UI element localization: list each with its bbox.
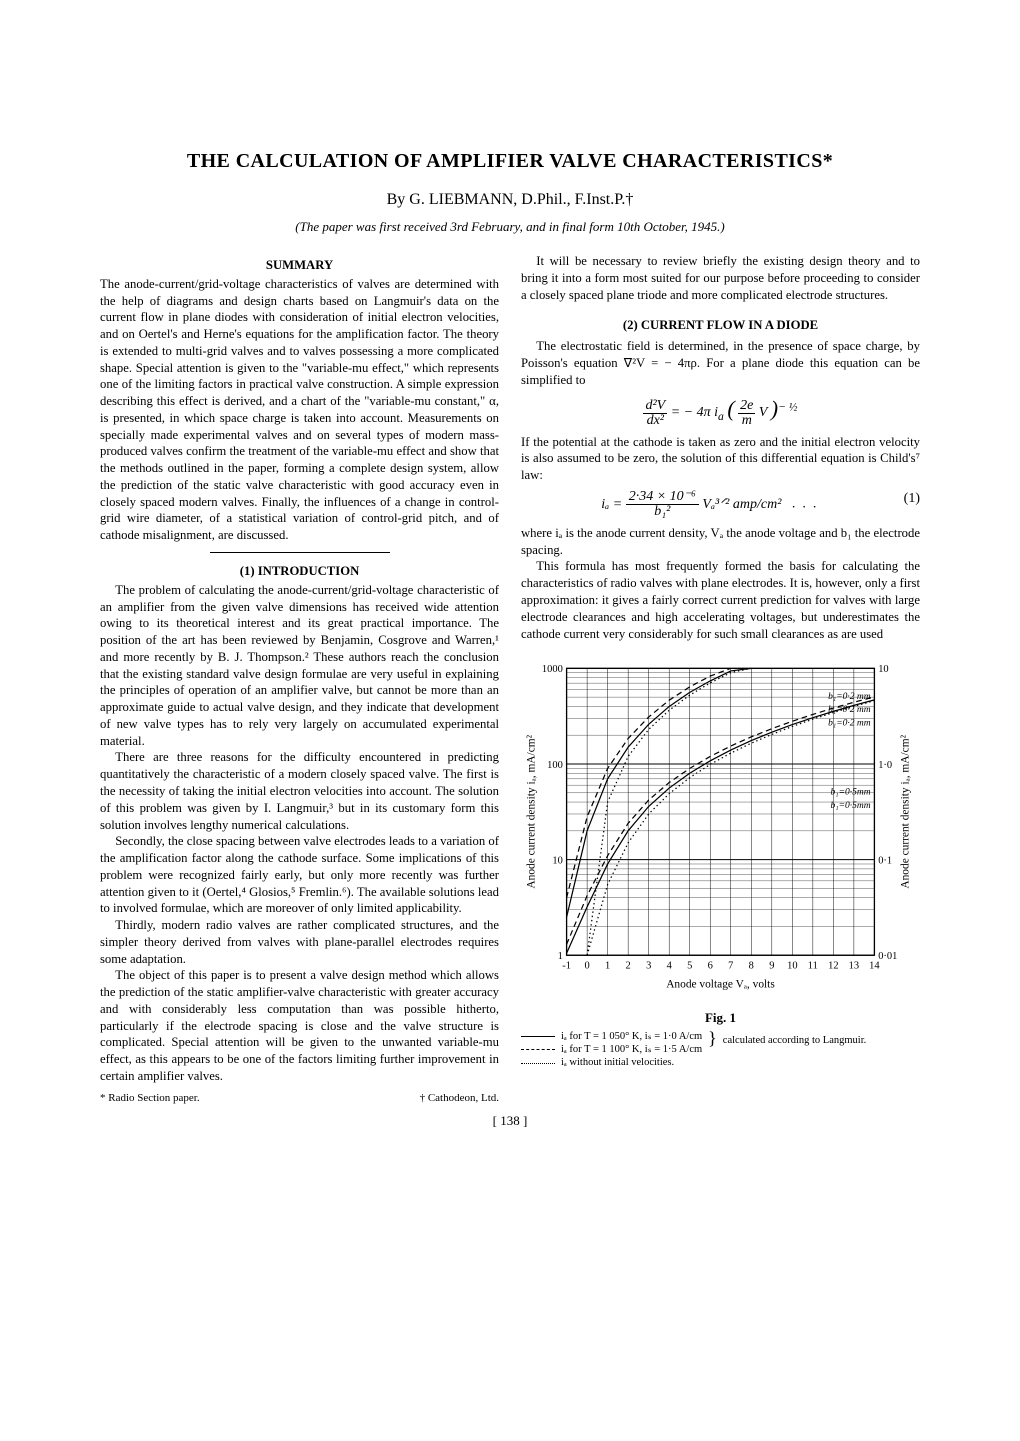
svg-text:b₁=0·5mm: b₁=0·5mm [831, 788, 871, 798]
svg-text:9: 9 [769, 961, 774, 972]
page: THE CALCULATION OF AMPLIFIER VALVE CHARA… [0, 0, 1020, 1189]
svg-text:4: 4 [667, 961, 673, 972]
section-2-paragraph-3: where iₐ is the anode current density, V… [521, 525, 920, 559]
right-column: It will be necessary to review briefly t… [521, 253, 920, 1105]
two-column-body: SUMMARY The anode-current/grid-voltage c… [100, 253, 920, 1105]
svg-text:10: 10 [552, 856, 562, 867]
svg-text:5: 5 [687, 961, 692, 972]
intro-paragraph-4: Thirdly, modern radio valves are rather … [100, 917, 499, 967]
svg-text:b₁=0·5mm: b₁=0·5mm [831, 801, 871, 811]
svg-text:7: 7 [728, 961, 733, 972]
footnote-left: * Radio Section paper. [100, 1091, 200, 1106]
intro-paragraph-2: There are three reasons for the difficul… [100, 749, 499, 833]
footnote-right: † Cathodeon, Ltd. [420, 1091, 499, 1106]
received-line: (The paper was first received 3rd Februa… [100, 219, 920, 235]
section-2-paragraph-2: If the potential at the cathode is taken… [521, 434, 920, 484]
figure-1: 10·01100·11001·0100010-10123456789101112… [521, 652, 920, 1069]
equation-childs-law: iₐ = 2·34 × 10⁻⁶ b₁² Vₐ³ᐟ² amp/cm² . . .… [521, 490, 920, 519]
svg-text:Anode current density iₐ, mA/c: Anode current density iₐ, mA/cm² [525, 735, 537, 889]
svg-text:6: 6 [708, 961, 713, 972]
svg-text:Anode current density iₐ, mA/c: Anode current density iₐ, mA/cm² [900, 735, 912, 889]
svg-text:b₁=0·2 mm: b₁=0·2 mm [828, 705, 871, 715]
svg-text:12: 12 [828, 961, 838, 972]
svg-text:100: 100 [547, 760, 563, 771]
intro-paragraph-5: The object of this paper is to present a… [100, 967, 499, 1084]
equation-number-1: (1) [904, 490, 920, 508]
legend-swatch-solid [521, 1036, 555, 1037]
svg-text:0: 0 [585, 961, 590, 972]
svg-text:13: 13 [849, 961, 859, 972]
section-2-heading: (2) CURRENT FLOW IN A DIODE [521, 317, 920, 334]
svg-text:11: 11 [808, 961, 818, 972]
svg-text:10: 10 [878, 664, 888, 675]
summary-heading: SUMMARY [100, 257, 499, 274]
svg-text:8: 8 [749, 961, 754, 972]
intro-paragraph-1: The problem of calculating the anode-cur… [100, 582, 499, 750]
legend-swatch-dot [521, 1063, 555, 1064]
section-2-paragraph-1: The electrostatic field is determined, i… [521, 338, 920, 388]
svg-text:0·1: 0·1 [878, 856, 892, 867]
right-lead-paragraph: It will be necessary to review briefly t… [521, 253, 920, 303]
svg-text:1·0: 1·0 [878, 760, 892, 771]
legend-text-1: iₐ for T = 1 050° K, iₛ = 1·0 A/cm [561, 1030, 702, 1043]
svg-text:Anode voltage Vₐ, volts: Anode voltage Vₐ, volts [666, 979, 775, 991]
page-number: [ 138 ] [100, 1113, 920, 1129]
svg-text:0·01: 0·01 [878, 951, 897, 962]
equation-poisson-plane: d²V dx² = − 4π ia ( 2e m V )− ½ [521, 394, 920, 427]
legend-brace-text: calculated according to Langmuir. [723, 1030, 866, 1047]
section-2-paragraph-4: This formula has most frequently formed … [521, 558, 920, 642]
figure-1-legend: iₐ for T = 1 050° K, iₛ = 1·0 A/cm iₐ fo… [521, 1030, 920, 1069]
svg-text:3: 3 [646, 961, 651, 972]
paper-title: THE CALCULATION OF AMPLIFIER VALVE CHARA… [100, 150, 920, 173]
svg-text:14: 14 [869, 961, 880, 972]
svg-text:1: 1 [605, 961, 610, 972]
legend-text-3: iₐ without initial velocities. [561, 1056, 674, 1069]
summary-paragraph: The anode-current/grid-voltage character… [100, 276, 499, 544]
svg-text:10: 10 [787, 961, 797, 972]
figure-1-chart: 10·01100·11001·0100010-10123456789101112… [521, 652, 920, 1002]
svg-text:2: 2 [626, 961, 631, 972]
figure-1-caption: Fig. 1 [521, 1009, 920, 1026]
divider-rule [210, 552, 390, 553]
svg-text:-1: -1 [562, 961, 571, 972]
legend-text-2: iₐ for T = 1 100° K, iₛ = 1·5 A/cm [561, 1043, 702, 1056]
legend-swatch-dash [521, 1049, 555, 1050]
byline: By G. LIEBMANN, D.Phil., F.Inst.P.† [100, 191, 920, 209]
intro-paragraph-3: Secondly, the close spacing between valv… [100, 833, 499, 917]
left-column: SUMMARY The anode-current/grid-voltage c… [100, 253, 499, 1105]
svg-text:b₁=0·2 mm: b₁=0·2 mm [828, 692, 871, 702]
svg-text:1000: 1000 [542, 664, 563, 675]
svg-text:b₁=0·2 mm: b₁=0·2 mm [828, 719, 871, 729]
introduction-heading: (1) INTRODUCTION [100, 563, 499, 580]
footnotes: * Radio Section paper. † Cathodeon, Ltd. [100, 1091, 499, 1106]
